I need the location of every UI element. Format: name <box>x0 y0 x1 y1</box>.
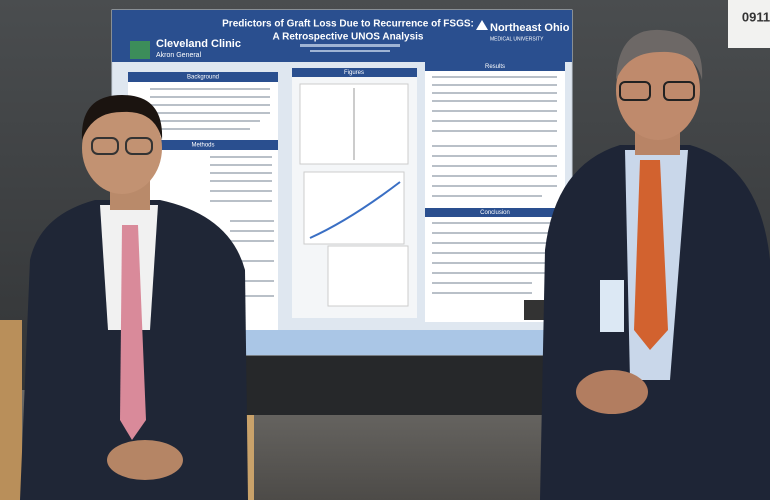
body-text <box>432 262 557 264</box>
body-text <box>432 272 557 274</box>
logo-icon-right <box>476 20 488 30</box>
person-left-glasses <box>91 137 119 155</box>
body-text <box>230 230 274 232</box>
body-text <box>432 84 557 86</box>
body-text <box>230 220 274 222</box>
body-text <box>432 165 557 167</box>
poster-header <box>112 10 572 62</box>
section-header <box>292 68 417 77</box>
body-text <box>230 295 274 297</box>
person-right-glasses <box>663 81 695 101</box>
body-text <box>432 185 557 187</box>
person-right-tie <box>634 160 668 350</box>
body-text <box>432 145 557 147</box>
body-text <box>150 104 270 106</box>
section-title: Methods <box>191 143 214 149</box>
affiliation-line <box>310 50 390 52</box>
person-right-face <box>616 40 700 140</box>
body-text <box>210 190 272 192</box>
body-text <box>230 240 274 242</box>
body-text <box>150 120 260 122</box>
body-text <box>432 155 557 157</box>
body-text <box>210 180 272 182</box>
section-header <box>128 72 278 82</box>
body-text <box>432 175 557 177</box>
section-title: Figures <box>344 70 364 76</box>
poster-title: Predictors of Graft Loss Due to Recurren… <box>222 19 474 30</box>
body-text <box>432 92 557 94</box>
person-right-hands <box>576 370 648 414</box>
person-right-hair <box>616 29 703 80</box>
poster-title: A Retrospective UNOS Analysis <box>273 32 424 43</box>
logo-name-right: Northeast Ohio <box>490 22 570 34</box>
body-text <box>150 96 270 98</box>
section-header <box>425 208 565 217</box>
body-text <box>432 195 542 197</box>
body-text <box>432 110 557 112</box>
body-text <box>150 76 557 297</box>
logo-sub-left: Akron General <box>156 52 202 59</box>
section-header <box>425 62 565 71</box>
authors-line <box>300 44 400 47</box>
figure-curve <box>309 181 401 239</box>
body-text <box>230 260 274 262</box>
booth-sign <box>728 0 770 48</box>
body-text <box>210 172 272 174</box>
person-left-hair <box>81 95 163 140</box>
body-text <box>432 232 557 234</box>
body-text <box>210 156 272 158</box>
body-text <box>432 242 557 244</box>
body-text <box>432 282 532 284</box>
body-text <box>150 112 270 114</box>
body-text <box>230 280 274 282</box>
section-title: Background <box>187 75 219 81</box>
body-text <box>432 222 557 224</box>
section-title: Results <box>485 64 505 70</box>
section-header <box>128 140 278 150</box>
person-left-tie <box>120 225 146 440</box>
body-text <box>150 88 270 90</box>
person-left-glasses <box>125 137 153 155</box>
body-text <box>432 292 532 294</box>
qr-code <box>524 300 544 320</box>
person-left-face <box>82 102 162 194</box>
person-right-badge <box>600 280 624 332</box>
body-text <box>210 164 272 166</box>
section-title: Conclusion <box>480 210 510 216</box>
body-text <box>432 120 557 122</box>
body-text <box>210 200 272 202</box>
figure-table <box>327 245 409 307</box>
logo-sub-right: MEDICAL UNIVERSITY <box>490 36 544 42</box>
person-right-glasses <box>619 81 651 101</box>
logo-name-left: Cleveland Clinic <box>156 38 241 50</box>
body-text <box>432 252 557 254</box>
column-right <box>425 62 565 322</box>
poster-board-base <box>230 355 560 415</box>
cardboard-tube <box>0 320 22 500</box>
logo-icon-left <box>130 41 150 59</box>
body-text <box>432 76 557 78</box>
body-text <box>432 100 557 102</box>
person-left-hands <box>107 440 183 480</box>
body-text <box>432 130 557 132</box>
body-text <box>150 128 250 130</box>
booth-number: 0911 <box>742 9 770 24</box>
